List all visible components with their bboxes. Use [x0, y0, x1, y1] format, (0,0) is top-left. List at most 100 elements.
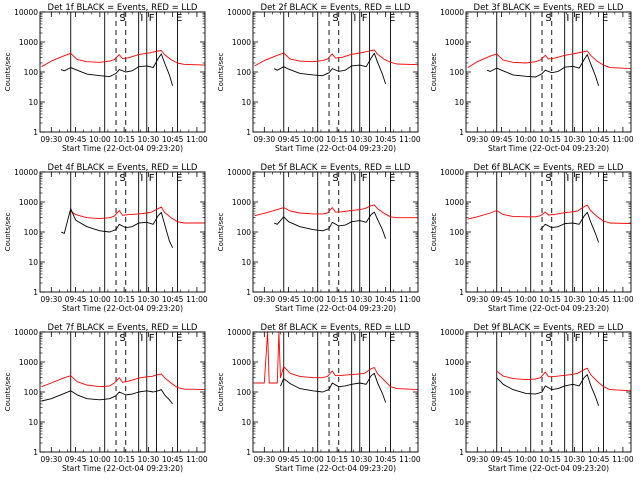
x-tick-label: 10:45: [162, 455, 184, 464]
plot-frame: [252, 331, 419, 453]
x-tick-label: 10:30: [351, 295, 373, 304]
event-letter: S: [332, 173, 338, 184]
x-tick-label: 10:15: [539, 135, 561, 144]
series-lld-red: [254, 204, 418, 219]
series-events-black: [486, 54, 600, 86]
event-letter: E: [176, 333, 182, 344]
event-letter: S: [119, 13, 125, 24]
chart-title: Det 2f BLACK = Events, RED = LLD: [261, 3, 411, 13]
series-events-black: [273, 52, 387, 85]
series-events-black: [280, 372, 387, 403]
y-axis-label: Counts/sec: [4, 373, 12, 412]
panel-7: Det 7f BLACK = Events, RED = LLD Start Ti…: [4, 323, 208, 473]
x-tick-label: 09:45: [278, 135, 300, 144]
y-tick-label: 10: [454, 98, 464, 107]
y-axis-label: Counts/sec: [430, 213, 438, 252]
x-tick-label: 10:15: [113, 295, 135, 304]
x-tick-label: 10:15: [539, 295, 561, 304]
event-letter: S: [545, 173, 551, 184]
y-tick-label: 1: [459, 128, 464, 137]
x-tick-label: 11:00: [612, 295, 634, 304]
x-tick-label: 09:45: [278, 455, 300, 464]
x-tick-label: 09:30: [41, 295, 63, 304]
y-tick-label: 1: [246, 128, 251, 137]
y-tick-label: 1: [246, 288, 251, 297]
y-tick-label: 1000: [232, 198, 251, 207]
x-tick-label: 09:30: [467, 455, 489, 464]
event-letter: F: [362, 13, 368, 24]
x-axis-label: Start Time (22-Oct-04 09:23:20): [275, 464, 396, 473]
y-tick-label: 1000: [19, 198, 38, 207]
y-tick-label: 10000: [14, 328, 38, 337]
x-tick-label: 09:30: [41, 455, 63, 464]
event-letter: I: [353, 13, 356, 24]
series-lld-red: [70, 206, 205, 224]
panel-3: Det 3f BLACK = Events, RED = LLD Start Ti…: [430, 3, 634, 153]
x-tick-label: 10:45: [588, 295, 610, 304]
event-letter: I: [566, 333, 569, 344]
series-events-black: [496, 374, 600, 406]
y-tick-label: 100: [450, 228, 465, 237]
chart-title: Det 5f BLACK = Events, RED = LLD: [261, 163, 411, 173]
series-lld-red: [254, 331, 419, 391]
y-tick-label: 10: [28, 258, 38, 267]
event-letter: F: [575, 173, 581, 184]
event-letter: F: [575, 333, 581, 344]
y-axis-label: Counts/sec: [4, 53, 12, 92]
x-tick-label: 10:00: [302, 295, 324, 304]
y-tick-label: 1000: [445, 358, 464, 367]
y-tick-label: 10: [28, 418, 38, 427]
y-tick-label: 10000: [440, 168, 464, 177]
y-tick-label: 1000: [232, 358, 251, 367]
x-tick-label: 10:30: [138, 455, 160, 464]
series-lld-red: [254, 49, 419, 67]
chart-title: Det 9f BLACK = Events, RED = LLD: [474, 323, 624, 333]
x-tick-label: 10:45: [162, 295, 184, 304]
x-tick-label: 09:30: [254, 455, 276, 464]
y-tick-label: 1: [33, 128, 38, 137]
x-tick-label: 10:30: [564, 455, 586, 464]
y-tick-label: 10000: [14, 8, 38, 17]
y-axis-label: Counts/sec: [430, 373, 438, 412]
plot-frame: [39, 11, 206, 133]
x-tick-label: 10:15: [113, 455, 135, 464]
x-axis-label: Start Time (22-Oct-04 09:23:20): [62, 144, 183, 153]
y-tick-label: 100: [24, 228, 39, 237]
chart-title: Det 6f BLACK = Events, RED = LLD: [474, 163, 624, 173]
x-tick-label: 10:15: [326, 295, 348, 304]
x-tick-label: 10:00: [302, 455, 324, 464]
y-axis-label: Counts/sec: [430, 53, 438, 92]
x-tick-label: 10:00: [515, 455, 537, 464]
event-letter: E: [176, 173, 182, 184]
x-tick-label: 10:30: [564, 135, 586, 144]
series-events-black: [41, 389, 173, 405]
y-tick-label: 10: [241, 258, 251, 267]
event-letter: I: [353, 173, 356, 184]
x-tick-label: 11:00: [399, 455, 421, 464]
x-tick-label: 10:45: [588, 455, 610, 464]
series-lld-red: [496, 367, 632, 392]
y-tick-label: 100: [237, 68, 252, 77]
x-tick-label: 10:15: [326, 455, 348, 464]
x-tick-label: 09:45: [491, 135, 513, 144]
plot-frame: [465, 331, 632, 453]
panel-8: Det 8f BLACK = Events, RED = LLD Start Ti…: [217, 323, 421, 473]
x-tick-label: 10:30: [351, 135, 373, 144]
y-tick-label: 1: [33, 288, 38, 297]
y-tick-label: 1: [459, 288, 464, 297]
plot-frame: [465, 11, 632, 133]
y-tick-label: 100: [24, 68, 39, 77]
y-tick-label: 1000: [445, 38, 464, 47]
y-tick-label: 1: [33, 448, 38, 457]
y-tick-label: 10000: [227, 8, 251, 17]
event-letter: S: [119, 173, 125, 184]
panel-5: Det 5f BLACK = Events, RED = LLD Start Ti…: [217, 163, 421, 313]
x-tick-label: 09:45: [65, 455, 87, 464]
event-letter: S: [332, 333, 338, 344]
event-letter: S: [545, 13, 551, 24]
y-axis-label: Counts/sec: [217, 213, 225, 252]
series-events-black: [540, 211, 600, 243]
y-tick-label: 10: [241, 418, 251, 427]
x-tick-label: 09:30: [254, 135, 276, 144]
x-axis-label: Start Time (22-Oct-04 09:23:20): [62, 464, 183, 473]
